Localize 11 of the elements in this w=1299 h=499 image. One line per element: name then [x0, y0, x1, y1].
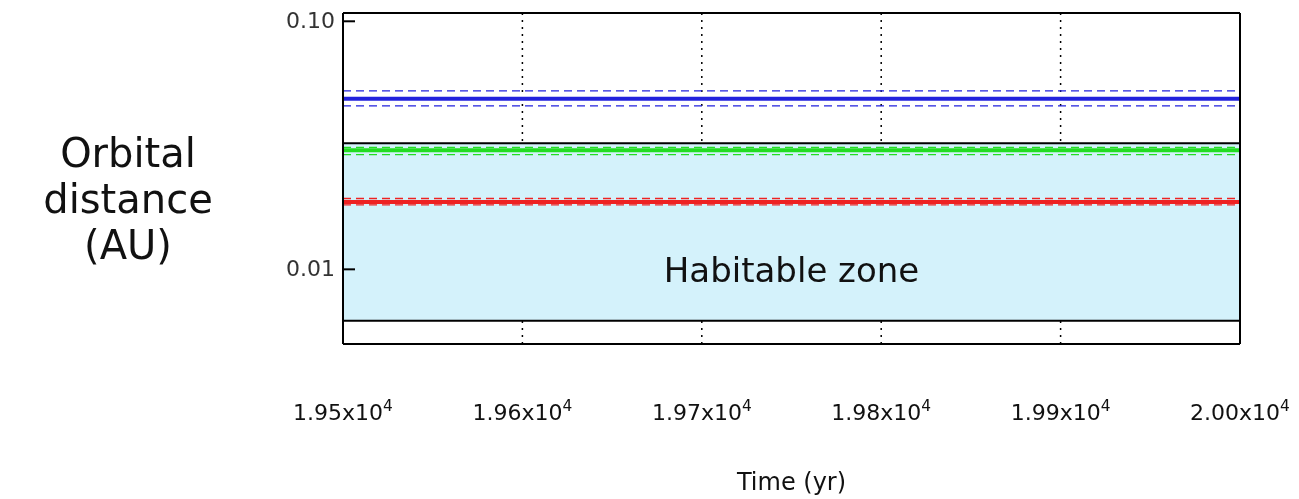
x-tick-label: 1.97x10$^{4}$: [651, 397, 752, 425]
x-tick-label: 1.99x10$^{4}$: [1010, 397, 1111, 425]
y-tick-label: 0.10: [286, 8, 335, 34]
x-axis-title: Time (yr): [735, 468, 847, 496]
x-tick-label: 1.95x10$^{4}$: [293, 397, 393, 425]
y-tick-label: 0.01: [286, 256, 335, 282]
x-tick-label: 1.96x10$^{4}$: [472, 397, 573, 425]
y-axis-title: Orbital distance (AU): [42, 130, 214, 268]
x-tick-label: 1.98x10$^{4}$: [831, 397, 932, 425]
band-label: Habitable zone: [663, 250, 920, 291]
x-tick-label: 2.00x10$^{4}$: [1190, 397, 1290, 425]
